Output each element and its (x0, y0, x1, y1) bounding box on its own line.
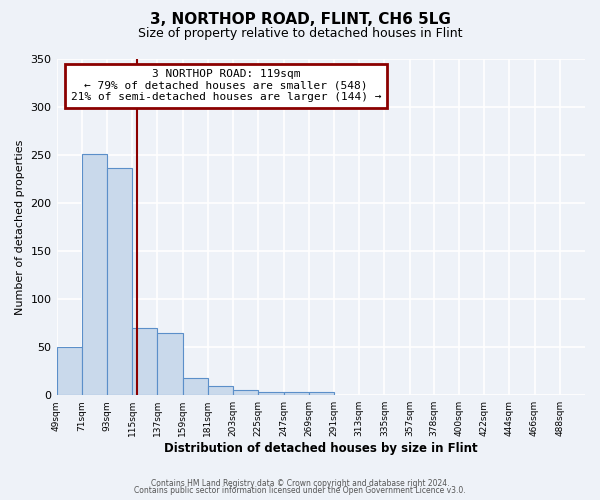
X-axis label: Distribution of detached houses by size in Flint: Distribution of detached houses by size … (164, 442, 478, 455)
Bar (182, 378, 208, 395)
Bar (233, 390, 258, 395)
Bar (309, 392, 334, 395)
Bar (284, 392, 309, 395)
Bar (82, 154, 107, 395)
Bar (132, 328, 157, 395)
Y-axis label: Number of detached properties: Number of detached properties (15, 140, 25, 315)
Bar (157, 333, 182, 395)
Bar (258, 392, 284, 395)
Bar (208, 386, 233, 395)
Bar (56, 347, 82, 395)
Text: 3 NORTHOP ROAD: 119sqm
← 79% of detached houses are smaller (548)
21% of semi-de: 3 NORTHOP ROAD: 119sqm ← 79% of detached… (71, 69, 382, 102)
Text: Contains public sector information licensed under the Open Government Licence v3: Contains public sector information licen… (134, 486, 466, 495)
Bar (107, 168, 132, 395)
Text: Contains HM Land Registry data © Crown copyright and database right 2024.: Contains HM Land Registry data © Crown c… (151, 478, 449, 488)
Text: 3, NORTHOP ROAD, FLINT, CH6 5LG: 3, NORTHOP ROAD, FLINT, CH6 5LG (149, 12, 451, 28)
Text: Size of property relative to detached houses in Flint: Size of property relative to detached ho… (138, 28, 462, 40)
